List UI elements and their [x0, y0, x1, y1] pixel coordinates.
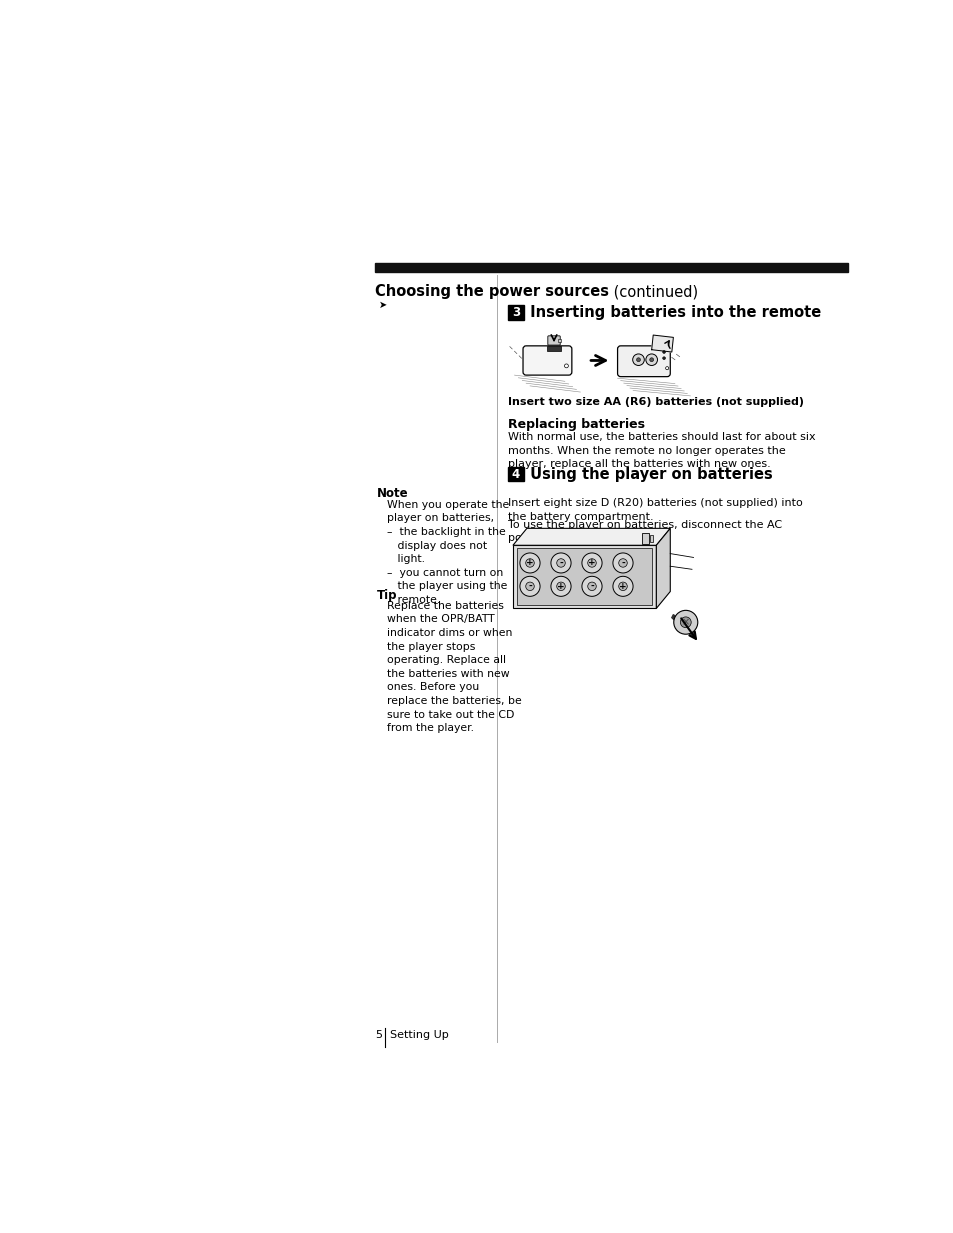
Text: Insert two size AA (R6) batteries (not supplied): Insert two size AA (R6) batteries (not s…	[508, 397, 803, 407]
Text: -: -	[528, 582, 532, 591]
Circle shape	[679, 616, 691, 628]
Text: Using the player on batteries: Using the player on batteries	[525, 467, 772, 482]
Circle shape	[618, 582, 627, 591]
Text: +: +	[618, 582, 626, 591]
Text: ➤: ➤	[378, 300, 387, 309]
Bar	[375, 264, 847, 272]
Text: +: +	[588, 559, 596, 567]
FancyBboxPatch shape	[547, 335, 559, 345]
Circle shape	[587, 582, 596, 591]
Bar	[641, 533, 648, 544]
Circle shape	[519, 552, 539, 573]
Circle shape	[564, 364, 568, 367]
Text: Insert eight size D (R20) batteries (not supplied) into
the battery compartment.: Insert eight size D (R20) batteries (not…	[508, 498, 802, 522]
Bar	[546, 345, 560, 351]
Circle shape	[662, 356, 665, 360]
Bar	[558, 339, 560, 342]
Circle shape	[645, 354, 657, 365]
Circle shape	[632, 354, 643, 365]
Polygon shape	[671, 614, 695, 637]
Circle shape	[618, 559, 627, 567]
Text: 3: 3	[512, 306, 519, 319]
FancyBboxPatch shape	[522, 345, 571, 375]
Circle shape	[519, 576, 539, 597]
Text: Replace the batteries
when the OPR/BATT
indicator dims or when
the player stops
: Replace the batteries when the OPR/BATT …	[386, 600, 521, 734]
Text: 5: 5	[375, 1030, 381, 1039]
Bar	[649, 534, 653, 543]
Circle shape	[557, 582, 565, 591]
Text: ×: ×	[681, 618, 689, 628]
Bar	[517, 549, 652, 605]
Text: 4: 4	[512, 467, 519, 481]
Circle shape	[649, 358, 653, 361]
Text: With normal use, the batteries should last for about six
months. When the remote: With normal use, the batteries should la…	[508, 432, 815, 470]
Bar	[508, 467, 523, 481]
Polygon shape	[656, 528, 670, 608]
Circle shape	[550, 552, 571, 573]
Circle shape	[662, 350, 665, 354]
Text: +: +	[557, 582, 564, 591]
Text: When you operate the
player on batteries,
–  the backlight in the
   display doe: When you operate the player on batteries…	[386, 499, 508, 605]
Circle shape	[557, 559, 565, 567]
Circle shape	[612, 552, 633, 573]
Circle shape	[581, 576, 601, 597]
Text: -: -	[558, 559, 562, 567]
Circle shape	[612, 576, 633, 597]
Text: Replacing batteries: Replacing batteries	[508, 418, 644, 432]
Text: +: +	[526, 559, 534, 567]
Text: Choosing the power sources: Choosing the power sources	[375, 285, 608, 300]
Text: To use the player on batteries, disconnect the AC
power cord from the player.: To use the player on batteries, disconne…	[508, 520, 781, 544]
Circle shape	[673, 610, 697, 634]
Text: Setting Up: Setting Up	[390, 1030, 449, 1039]
Polygon shape	[513, 528, 670, 545]
Circle shape	[525, 559, 534, 567]
Text: Note: Note	[376, 487, 408, 499]
Text: Inserting batteries into the remote: Inserting batteries into the remote	[525, 305, 821, 321]
Polygon shape	[651, 335, 673, 351]
FancyBboxPatch shape	[617, 345, 670, 376]
Text: (continued): (continued)	[608, 285, 698, 300]
Circle shape	[636, 358, 639, 361]
Circle shape	[550, 576, 571, 597]
Circle shape	[525, 582, 534, 591]
Text: Tip: Tip	[376, 589, 396, 602]
Bar	[508, 305, 523, 319]
Circle shape	[665, 366, 668, 370]
Circle shape	[581, 552, 601, 573]
Circle shape	[587, 559, 596, 567]
Text: -: -	[620, 559, 624, 567]
Polygon shape	[513, 545, 656, 608]
Text: -: -	[590, 582, 594, 591]
